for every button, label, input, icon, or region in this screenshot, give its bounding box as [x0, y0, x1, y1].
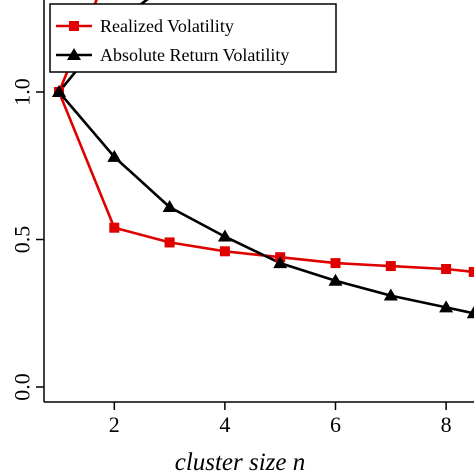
data-point-absolute-lower: [439, 300, 454, 313]
legend-marker-absolute: [67, 48, 81, 60]
data-point-absolute-lower: [328, 273, 343, 286]
x-tick-label: 2: [109, 412, 120, 437]
legend-label-absolute: Absolute Return Volatility: [100, 45, 289, 65]
data-point-absolute-lower: [52, 85, 66, 97]
y-tick-label: 0.0: [10, 373, 35, 401]
legend-marker-realized: [69, 21, 79, 31]
series-line-realized-lower: [57, 91, 474, 274]
legend-box: [49, 3, 337, 73]
data-point-realized-lower: [164, 237, 175, 248]
data-point-absolute-lower: [107, 149, 122, 162]
data-point-realized-lower: [109, 222, 120, 233]
x-tick-label: 6: [330, 412, 341, 437]
data-point-realized-lower: [385, 261, 396, 272]
legend-label-realized: Realized Volatility: [100, 16, 234, 36]
y-tick-label: 1.0: [10, 78, 35, 106]
x-axis-title: cluster size n: [175, 449, 306, 474]
y-tick-label: 0.5: [10, 226, 35, 254]
y-axis: 0.00.51.01.52.02.5: [10, 78, 44, 401]
series-line-absolute-lower: [58, 91, 474, 315]
data-point-absolute-lower: [383, 288, 398, 301]
data-point-absolute-lower: [162, 200, 177, 213]
legend: Realized Volatility Absolute Return Volat…: [49, 3, 337, 73]
data-point-absolute-lower: [217, 229, 232, 242]
data-point-realized-lower: [330, 258, 341, 269]
data-point-realized-lower: [468, 266, 474, 277]
x-tick-label: 4: [219, 412, 230, 437]
data-point-realized-lower: [441, 264, 452, 274]
data-point-realized-lower: [219, 246, 230, 257]
x-axis: 2 4 6 8: [109, 402, 452, 437]
data-point-absolute-lower: [466, 306, 474, 319]
data-point-absolute-lower: [273, 256, 288, 269]
x-tick-label: 8: [441, 412, 452, 437]
